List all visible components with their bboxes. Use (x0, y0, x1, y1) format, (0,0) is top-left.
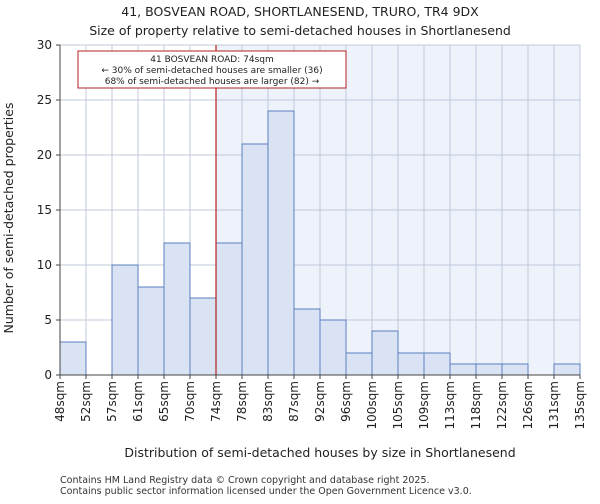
annotation-box: 41 BOSVEAN ROAD: 74sqm ← 30% of semi-det… (77, 50, 347, 89)
x-tick-label: 113sqm (443, 381, 457, 429)
x-tick-label: 78sqm (235, 381, 249, 422)
x-tick-label: 92sqm (313, 381, 327, 422)
annotation-line-2: ← 30% of semi-detached houses are smalle… (101, 66, 322, 76)
bar (501, 363, 529, 376)
bar (241, 143, 269, 376)
bar (215, 242, 243, 376)
bar (293, 308, 321, 376)
x-tick-label: 100sqm (365, 381, 379, 429)
y-axis-label: Number of semi-detached properties (1, 103, 16, 334)
footer-line-1: Contains HM Land Registry data © Crown c… (60, 475, 430, 486)
y-tick-label: 25 (37, 93, 52, 107)
y-tick-label: 10 (37, 258, 52, 272)
bar (319, 319, 347, 376)
bar (397, 352, 425, 376)
x-tick-label: 57sqm (105, 381, 119, 422)
bar (59, 341, 87, 376)
bar (163, 242, 191, 376)
x-tick-label: 61sqm (131, 381, 145, 422)
x-tick-label: 105sqm (391, 381, 405, 429)
y-tick-label: 15 (37, 203, 52, 217)
annotation-line-3: 68% of semi-detached houses are larger (… (105, 77, 320, 87)
x-tick-label: 52sqm (79, 381, 93, 422)
x-tick-label: 126sqm (521, 381, 535, 429)
x-tick-label: 83sqm (261, 381, 275, 422)
x-tick-label: 122sqm (495, 381, 509, 429)
bar (449, 363, 477, 376)
x-tick-label: 65sqm (157, 381, 171, 422)
plot-area: 0 5 10 15 20 25 30 48sqm 52sqm 57sqm 61sqm 65sqm 70s… (37, 38, 587, 429)
y-tick-label: 20 (37, 148, 52, 162)
x-tick-label: 96sqm (339, 381, 353, 422)
bar (553, 363, 581, 376)
x-tick-label: 87sqm (287, 381, 301, 422)
y-tick-label: 0 (44, 368, 52, 382)
x-axis-label: Distribution of semi-detached houses by … (124, 445, 515, 460)
chart-subtitle: Size of property relative to semi-detach… (89, 23, 511, 38)
x-tick-label: 48sqm (53, 381, 67, 422)
x-tick-label: 118sqm (469, 381, 483, 429)
annotation-line-1: 41 BOSVEAN ROAD: 74sqm (150, 55, 274, 65)
footer-line-2: Contains public sector information licen… (60, 486, 472, 497)
x-tick-label: 70sqm (183, 381, 197, 422)
bar (111, 264, 139, 376)
x-tick-label: 135sqm (573, 381, 587, 429)
x-tick-label: 131sqm (547, 381, 561, 429)
bar (371, 330, 399, 376)
y-tick-label: 30 (37, 38, 52, 52)
y-tick-label: 5 (44, 313, 52, 327)
x-tick-label: 109sqm (417, 381, 431, 429)
bar (475, 363, 503, 376)
bar (345, 352, 373, 376)
annotation-border (77, 50, 347, 89)
bar (189, 297, 217, 376)
chart-title: 41, BOSVEAN ROAD, SHORTLANESEND, TRURO, … (121, 4, 479, 19)
bar (267, 110, 295, 376)
bar (423, 352, 451, 376)
bar (137, 286, 165, 376)
x-tick-label: 74sqm (209, 381, 223, 422)
